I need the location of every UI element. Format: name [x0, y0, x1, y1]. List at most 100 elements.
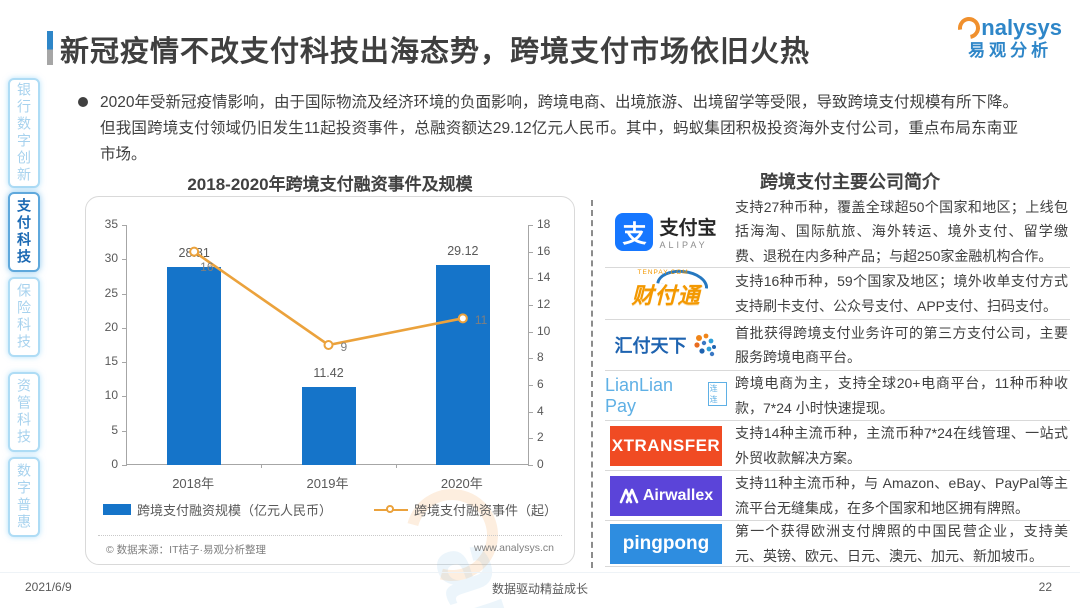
legend-bar-label: 跨境支付融资规模（亿元人民币） — [136, 503, 332, 518]
source-row: © 数据来源：IT桔子·易观分析整理 www.analysys.cn — [106, 542, 554, 557]
huifu-swirl-icon — [693, 333, 716, 357]
left-axis-tick: 0 — [111, 457, 118, 471]
footer-slogan: 数据驱动精益成长 — [491, 582, 588, 596]
x-axis-label: 2018年 — [172, 476, 215, 491]
right-axis-tickmark — [528, 331, 533, 333]
logo-swirl-icon — [953, 12, 985, 44]
footer-date: 2021/6/9 — [25, 580, 72, 594]
left-axis-tickmark — [122, 293, 127, 295]
plot-area: 0510152025303502468101214161828.8111.422… — [105, 217, 551, 471]
lianlian-logo: LianLian Pay 连连 — [605, 375, 727, 417]
page-number: 22 — [1038, 580, 1052, 594]
bar-value-label: 29.12 — [447, 244, 479, 259]
chart-legend: 跨境支付融资规模（亿元人民币） 跨境支付融资事件（起） — [86, 500, 574, 519]
legend-line-swatch — [374, 505, 408, 513]
legend-item-line: 跨境支付融资事件（起） — [374, 500, 557, 519]
left-axis-tickmark — [122, 430, 127, 432]
line-value-label: 11 — [474, 313, 488, 328]
legend-item-bar: 跨境支付融资规模（亿元人民币） — [102, 500, 332, 519]
left-axis-tickmark — [122, 225, 127, 226]
tenpay-sub: TENPAY.COM — [637, 268, 689, 276]
right-axis-tick: 6 — [537, 377, 544, 391]
airwallex-mark-icon — [619, 488, 639, 503]
source-link[interactable]: www.analysys.cn — [474, 542, 554, 554]
left-axis-tickmark — [122, 259, 127, 261]
company-desc: 支持14种主流币种，主流币种7*24在线管理、一站式外贸收款解决方案。 — [735, 425, 1068, 466]
chart-title: 2018-2020年跨境支付融资事件及规模 — [187, 175, 473, 194]
vertical-divider — [591, 200, 593, 568]
right-axis-tick: 12 — [537, 297, 551, 311]
right-axis-tick: 0 — [537, 457, 544, 471]
right-axis-tickmark — [528, 225, 533, 226]
left-axis-tick: 5 — [111, 422, 118, 437]
right-axis-tickmark — [528, 465, 533, 466]
company-row-xtransfer: XTRANSFER 支持14种主流币种，主流币种7*24在线管理、一站式外贸收款… — [605, 421, 1070, 471]
right-axis-tickmark — [528, 251, 533, 253]
companies-panel-title: 跨境支付主要公司简介 — [760, 172, 940, 192]
sidebar-item-inclusive[interactable]: 数字普惠 — [8, 457, 40, 537]
x-axis-tickmark — [261, 464, 263, 468]
airwallex-logo: Airwallex — [605, 475, 727, 516]
company-desc: 第一个获得欧洲支付牌照的中国民营企业，支持美元、英镑、欧元、日元、澳元、加元、新… — [735, 523, 1068, 564]
xtransfer-logo: XTRANSFER — [605, 425, 727, 466]
analysys-logo: nalysys 易观分析 — [953, 12, 1062, 61]
line-series — [189, 246, 468, 350]
airwallex-name: Airwallex — [642, 486, 714, 504]
sidebar-item-payment[interactable]: 支付科技 — [8, 192, 40, 272]
alipay-name: 支付宝 — [659, 218, 717, 239]
company-desc: 首批获得跨境支付业务许可的第三方支付公司，主要服务跨境电商平台。 — [735, 324, 1068, 366]
logo-subtext: 易观分析 — [968, 41, 1053, 61]
companies-list: 支 支付宝 ALIPAY 支持27种币种，覆盖全球超50个国家和地区；上线包括海… — [605, 196, 1070, 567]
right-axis-tickmark — [528, 438, 533, 440]
alipay-icon: 支 — [615, 212, 654, 251]
sidebar-item-banking[interactable]: 银行数字创新 — [8, 78, 40, 188]
right-axis-tickmark — [528, 385, 533, 386]
alipay-logo: 支 支付宝 ALIPAY — [605, 212, 727, 251]
company-row-huifu: 汇付天下 首批获得跨境支付业务许可的第三方支付公司，主要服务跨境电商平台。 — [605, 320, 1070, 371]
right-axis-tick: 14 — [537, 270, 551, 285]
sidebar-item-asset[interactable]: 资管科技 — [8, 372, 40, 452]
company-desc: 跨境电商为主，支持全球20+电商平台，11种币种收款，7*24 小时快速提现。 — [735, 375, 1068, 416]
lianlian-sub: 连连 — [707, 381, 727, 406]
sidebar-item-insurance[interactable]: 保险科技 — [8, 277, 40, 357]
company-row-tenpay: TENPAY.COM 财付通 支持16种币种，59个国家及地区；境外收单支付方式… — [605, 266, 1070, 320]
left-axis-tickmark — [122, 327, 127, 329]
footer-divider — [0, 572, 1080, 573]
right-axis-tickmark — [528, 411, 533, 413]
left-axis-tick: 25 — [104, 285, 118, 300]
summary-text: 2020年受新冠疫情影响，由于国际物流及经济环境的负面影响，跨境电商、出境旅游、… — [100, 94, 1018, 163]
x-axis-tickmark — [395, 464, 397, 468]
left-axis-tickmark — [122, 362, 127, 364]
left-axis-tick: 15 — [104, 354, 118, 369]
legend-bar-swatch — [102, 504, 131, 515]
company-row-lianlian: LianLian Pay 连连 跨境电商为主，支持全球20+电商平台，11种币种… — [605, 371, 1070, 421]
right-axis-tick: 10 — [537, 323, 551, 338]
source-divider — [98, 535, 562, 536]
company-desc: 支持27种币种，覆盖全球超50个国家和地区；上线包括海淘、国际航旅、海外转运、境… — [735, 198, 1068, 264]
source-left: © 数据来源：IT桔子·易观分析整理 — [106, 544, 266, 556]
title-accent-bar — [47, 31, 53, 65]
right-axis-tickmark — [528, 278, 533, 280]
chart-card: analysys 0510152025303502468101214161828… — [85, 196, 650, 608]
left-axis-tick: 10 — [104, 388, 118, 403]
legend-line-label: 跨境支付融资事件（起） — [414, 503, 558, 518]
lianlian-name: LianLian Pay — [605, 374, 674, 416]
right-axis-tickmark — [528, 305, 533, 306]
left-axis-tickmark — [122, 465, 127, 466]
left-axis-tick: 35 — [104, 217, 118, 231]
x-axis-label: 2020年 — [440, 476, 483, 491]
right-axis-tick: 18 — [537, 217, 551, 231]
logo-text: nalysys — [981, 15, 1062, 40]
line-value-label: 16 — [200, 259, 214, 274]
company-desc: 支持11种主流币种，与 Amazon、eBay、PayPal等主流平台无缝集成，… — [735, 475, 1068, 516]
bar-2019年 — [301, 386, 356, 465]
right-axis-tick: 2 — [537, 430, 544, 445]
huifu-name: 汇付天下 — [614, 336, 687, 356]
tenpay-logo: TENPAY.COM 财付通 — [605, 266, 727, 310]
right-axis-tick: 4 — [537, 403, 544, 418]
bar-2018年 — [167, 267, 222, 465]
company-desc: 支持16种币种，59个国家及地区；境外收单支付方式支持刷卡支付、公众号支付、AP… — [735, 273, 1068, 314]
right-axis-tick: 16 — [537, 243, 551, 258]
x-axis-label: 2019年 — [306, 476, 349, 491]
